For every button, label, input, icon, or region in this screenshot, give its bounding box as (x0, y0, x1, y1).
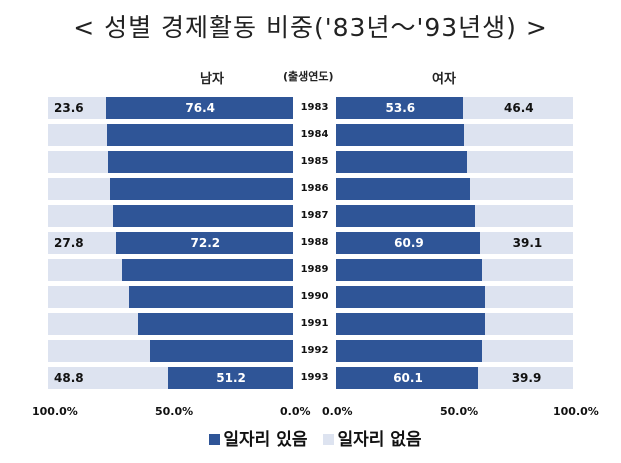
female-row-bg (336, 313, 573, 335)
male-unemployed-label: 48.8 (54, 371, 84, 385)
female-row-bg (336, 205, 573, 227)
female-employed-bar (336, 367, 479, 389)
female-employed-label: 60.1 (393, 371, 423, 385)
male-employed-bar (108, 151, 293, 173)
legend-swatch-employed (209, 434, 221, 445)
male-row-bg: 23.6 76.4 (48, 97, 293, 119)
male-row-bg (48, 151, 293, 173)
female-employed-bar (336, 259, 482, 281)
male-row-bg (48, 286, 293, 308)
year-label: 1992 (300, 345, 329, 356)
male-row-bg: 48.8 51.2 (48, 367, 293, 389)
female-panel-label: 여자 (432, 72, 456, 87)
female-employed-bar (336, 151, 468, 173)
male-employed-bar (167, 367, 293, 389)
female-unemployed-label: 46.4 (504, 101, 534, 115)
female-unemployed-label: 39.1 (512, 236, 543, 250)
female-employed-bar (336, 313, 486, 335)
year-label: 1986 (300, 183, 329, 194)
male-row-bg (48, 340, 293, 362)
female-employed-bar (336, 124, 464, 146)
male-panel-label: 남자 (200, 72, 224, 87)
male-row-bg (48, 178, 293, 200)
legend-unemployed: 일자리 없음 (337, 430, 422, 450)
female-row-bg (336, 178, 573, 200)
male-tick: 50.0% (155, 405, 194, 418)
year-label: 1983 (300, 102, 329, 113)
female-row-bg: 53.6 46.4 (336, 97, 573, 119)
male-tick: 100.0% (32, 405, 78, 418)
female-row-bg: 60.1 39.9 (336, 367, 573, 389)
male-employed-label: 76.4 (185, 101, 216, 115)
male-employed-bar (105, 97, 293, 119)
year-label: 1987 (300, 210, 329, 221)
chart-title: < 성별 경제활동 비중('83년～'93년생) > (73, 13, 548, 42)
male-employed-bar (129, 286, 293, 308)
female-row-bg (336, 151, 573, 173)
male-employed-bar (109, 178, 293, 200)
male-employed-label: 72.2 (190, 236, 221, 250)
female-employed-bar (336, 205, 475, 227)
year-label: 1988 (300, 237, 329, 248)
male-employed-bar (107, 124, 293, 146)
female-employed-label: 60.9 (394, 236, 424, 250)
male-employed-bar (149, 340, 293, 362)
male-tick: 0.0% (280, 405, 311, 418)
female-employed-bar (336, 232, 481, 254)
male-unemployed-label: 27.8 (54, 236, 84, 250)
male-row-bg (48, 313, 293, 335)
female-tick: 100.0% (553, 405, 599, 418)
female-tick: 0.0% (322, 405, 353, 418)
female-row-bg (336, 340, 573, 362)
legend: 일자리 있음 일자리 없음 (0, 425, 621, 450)
year-label: 1985 (300, 156, 329, 167)
female-row-bg (336, 124, 573, 146)
year-label: 1993 (300, 372, 329, 383)
year-label: 1989 (300, 264, 329, 275)
male-employed-bar (112, 205, 293, 227)
female-employed-bar (336, 97, 464, 119)
birth-year-label: (출생연도) (283, 70, 334, 83)
male-employed-bar (116, 232, 293, 254)
year-label: 1984 (300, 129, 329, 140)
female-employed-label: 53.6 (385, 101, 416, 115)
female-employed-bar (336, 286, 486, 308)
female-row-bg (336, 286, 573, 308)
year-label: 1990 (300, 291, 329, 302)
female-employed-bar (336, 178, 470, 200)
male-employed-label: 51.2 (216, 371, 246, 385)
male-employed-bar (121, 259, 293, 281)
female-employed-bar (336, 340, 482, 362)
female-row-bg: 60.9 39.1 (336, 232, 573, 254)
legend-swatch-unemployed (323, 434, 335, 445)
male-row-bg (48, 124, 293, 146)
year-label: 1991 (300, 318, 329, 329)
male-row-bg: 27.8 72.2 (48, 232, 293, 254)
male-employed-bar (137, 313, 293, 335)
male-unemployed-label: 23.6 (54, 101, 84, 115)
female-tick: 50.0% (440, 405, 479, 418)
male-row-bg (48, 205, 293, 227)
female-unemployed-label: 39.9 (511, 371, 542, 385)
female-row-bg (336, 259, 573, 281)
male-row-bg (48, 259, 293, 281)
legend-employed: 일자리 있음 (223, 430, 308, 450)
